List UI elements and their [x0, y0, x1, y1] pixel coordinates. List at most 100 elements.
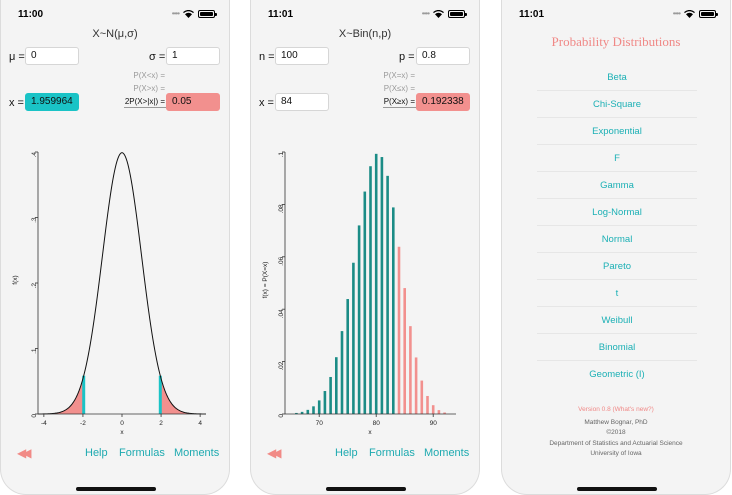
selected-underline — [124, 107, 166, 108]
status-icons: •••• — [672, 9, 718, 19]
y-tick-label: .04 — [278, 309, 285, 318]
pmf-bar — [403, 288, 406, 414]
menu-item-pareto[interactable]: Pareto — [537, 253, 697, 280]
pmf-bar — [397, 246, 401, 414]
status-bar: 11:01 •••• — [502, 0, 730, 26]
screen-title: X~Bin(n,p) — [338, 28, 392, 40]
y-tick-label: 0 — [31, 414, 38, 418]
pmf-bar — [323, 391, 327, 414]
pmf-bar — [295, 412, 298, 414]
pmf-bar — [414, 357, 418, 414]
menu-item-chi-square[interactable]: Chi-Square — [537, 91, 697, 118]
prob-equal-option[interactable]: P(X=x) = — [383, 71, 415, 80]
prob-greater-option[interactable]: P(X>x) = — [133, 84, 165, 93]
distributions-menu-screen: 11:01 •••• Probability Distributions Bet… — [501, 0, 731, 495]
moments-button[interactable]: Moments — [424, 447, 470, 459]
status-time: 11:01 — [268, 9, 294, 20]
status-bar: 11:01 •••• — [251, 0, 479, 26]
prob-output: 0.05 — [166, 93, 220, 111]
p-input[interactable]: 0.8 — [416, 47, 470, 65]
help-button[interactable]: Help — [335, 447, 358, 459]
status-bar: 11:00 •••• — [1, 0, 229, 26]
formulas-button[interactable]: Formulas — [119, 447, 165, 459]
x-axis-label: x — [120, 429, 124, 436]
status-time: 11:01 — [519, 9, 545, 20]
formulas-button[interactable]: Formulas — [369, 447, 415, 459]
menu-item-t[interactable]: t — [537, 280, 697, 307]
university-text: University of Iowa — [590, 450, 642, 457]
y-tick-label: .02 — [278, 361, 285, 370]
menu-title: Probability Distributions — [551, 34, 681, 49]
menu-item-beta[interactable]: Beta — [537, 64, 697, 91]
x-tick-label: 70 — [316, 420, 324, 427]
x-label: x = — [259, 97, 274, 109]
pmf-bar — [380, 157, 384, 415]
y-tick-label: .2 — [31, 283, 38, 289]
distribution-list: Beta Chi-Square Exponential F Gamma Log-… — [537, 64, 697, 388]
p-label: p = — [399, 51, 415, 63]
menu-item-log-normal[interactable]: Log-Normal — [537, 199, 697, 226]
pmf-bar — [317, 400, 321, 414]
x-tick-label: 4 — [198, 420, 202, 427]
menu-item-f[interactable]: F — [537, 145, 697, 172]
status-time: 11:00 — [18, 9, 44, 20]
menu-item-exponential[interactable]: Exponential — [537, 118, 697, 145]
home-indicator — [326, 487, 406, 491]
pmf-bar — [306, 409, 310, 414]
density-curve — [38, 152, 206, 415]
wifi-icon — [433, 10, 444, 18]
pmf-bar — [420, 380, 424, 414]
pmf-bar — [346, 299, 349, 414]
menu-item-normal[interactable]: Normal — [537, 226, 697, 253]
prob-ge-option[interactable]: P(X≥x) = — [383, 97, 415, 106]
x-label: x = — [9, 97, 24, 109]
mu-input[interactable]: 0 — [25, 47, 79, 65]
x-tick-label: -2 — [80, 420, 86, 427]
normal-screen: 11:00 •••• X~N(μ,σ) μ = 0 σ = 1 P(X<x) =… — [0, 0, 230, 495]
y-tick-label: .3 — [31, 217, 38, 223]
prob-less-option[interactable]: P(X<x) = — [133, 71, 165, 80]
home-indicator — [76, 487, 156, 491]
menu-item-weibull[interactable]: Weibull — [537, 307, 697, 334]
normal-pdf-chart: -4 -2 0 2 4 0 .1 .2 .3 .4 x f(x) — [12, 151, 206, 436]
sigma-input[interactable]: 1 — [166, 47, 220, 65]
y-tick-label: 0 — [278, 414, 285, 418]
menu-item-gamma[interactable]: Gamma — [537, 172, 697, 199]
x-tick-label: 2 — [159, 420, 163, 427]
menu-item-geometric[interactable]: Geometric (I) — [589, 369, 645, 380]
pmf-bar — [443, 412, 446, 414]
help-button[interactable]: Help — [85, 447, 108, 459]
x-tick-label: 80 — [373, 420, 381, 427]
author-text: Matthew Bognar, PhD — [584, 418, 648, 426]
n-input[interactable]: 100 — [275, 47, 329, 65]
prob-output: 0.192338 — [416, 93, 470, 111]
n-label: n = — [259, 51, 275, 63]
back-icon[interactable]: ◀◀ — [17, 446, 32, 460]
pmf-bar — [352, 262, 355, 414]
screen-title: X~N(μ,σ) — [92, 28, 138, 40]
battery-icon — [448, 10, 467, 18]
x-input[interactable]: 1.959964 — [25, 93, 79, 111]
binomial-pmf-chart: 70 80 90 0 .02 .04 .06 .08 .1 x f(x) = P(X=x) — [262, 151, 456, 436]
pmf-bar — [300, 411, 304, 414]
x-tick-label: 0 — [120, 420, 124, 427]
prob-le-option[interactable]: P(X≤x) = — [383, 84, 415, 93]
y-tick-label: .1 — [278, 152, 285, 158]
x-input[interactable]: 84 — [275, 93, 329, 111]
pmf-bar — [392, 207, 395, 414]
pmf-bar — [312, 406, 315, 414]
sigma-label: σ = — [149, 51, 166, 63]
pmf-bar — [426, 395, 429, 414]
version-link[interactable]: Version 0.8 (What's new?) — [578, 406, 654, 413]
menu-item-binomial[interactable]: Binomial — [537, 334, 697, 361]
pmf-bar — [431, 405, 435, 414]
prob-two-tail-option[interactable]: 2P(X>|x|) = — [124, 97, 165, 106]
y-tick-label: .4 — [31, 152, 38, 158]
y-tick-label: .1 — [31, 348, 38, 354]
moments-button[interactable]: Moments — [174, 447, 220, 459]
back-icon[interactable]: ◀◀ — [267, 446, 282, 460]
mu-label: μ = — [9, 51, 25, 63]
signal-icon: •••• — [672, 9, 681, 18]
pmf-bar — [437, 410, 441, 414]
x-tick-label: -4 — [41, 420, 47, 427]
